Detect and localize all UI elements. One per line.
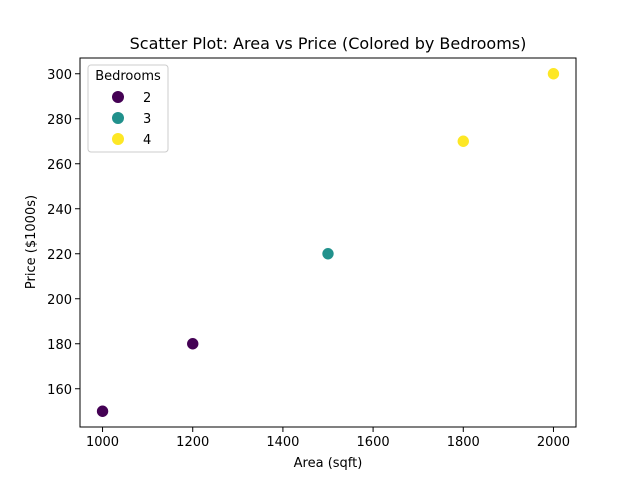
y-tick-label: 200 [47, 293, 72, 308]
x-tick-label: 1800 [447, 435, 480, 450]
legend: Bedrooms 2 3 4 [87, 64, 169, 153]
y-tick-label: 300 [47, 68, 72, 83]
x-tick-label: 1600 [357, 435, 390, 450]
y-axis-label: Price ($1000s) [24, 195, 39, 289]
legend-box [87, 64, 169, 153]
x-axis: 1000 1200 1400 1600 1800 2000 [86, 427, 570, 450]
x-axis-label: Area (sqft) [294, 456, 363, 471]
y-tick-label: 260 [47, 158, 72, 173]
plot-area [79, 57, 577, 428]
legend-marker [112, 91, 124, 103]
legend-label: 4 [143, 133, 151, 148]
legend-marker [112, 133, 124, 145]
x-tick-label: 1400 [266, 435, 299, 450]
scatter-point [96, 404, 109, 418]
x-tick-label: 1200 [176, 435, 209, 450]
data-points [96, 67, 560, 418]
legend-label: 2 [143, 91, 151, 106]
y-tick-label: 240 [47, 203, 72, 218]
y-tick-label: 180 [47, 338, 72, 353]
scatter-point [186, 337, 200, 351]
legend-marker [112, 112, 124, 124]
x-tick-label: 1000 [86, 435, 119, 450]
legend-title: Bedrooms [95, 69, 161, 84]
x-tick-label: 2000 [537, 435, 570, 450]
scatter-point [321, 247, 335, 261]
chart-title: Scatter Plot: Area vs Price (Colored by … [130, 34, 527, 53]
y-tick-label: 280 [47, 113, 72, 128]
legend-label: 3 [143, 112, 151, 127]
y-axis: 160 180 200 220 240 260 280 300 [47, 68, 80, 398]
y-tick-label: 220 [47, 248, 72, 263]
y-tick-label: 160 [47, 383, 72, 398]
scatter-point [547, 67, 560, 81]
scatter-point [456, 134, 470, 148]
